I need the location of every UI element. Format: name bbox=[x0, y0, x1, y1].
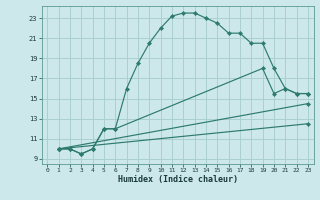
X-axis label: Humidex (Indice chaleur): Humidex (Indice chaleur) bbox=[118, 175, 237, 184]
